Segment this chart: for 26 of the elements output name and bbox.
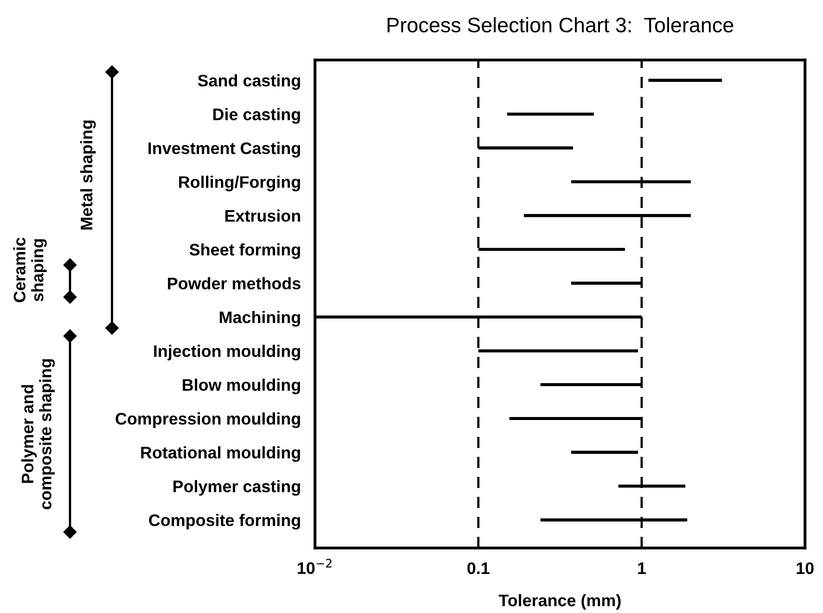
x-tick-label: 0.1 — [467, 562, 490, 574]
chart-title: Process Selection Chart 3: Tolerance — [388, 17, 734, 32]
y-tick-label: Sand casting — [198, 74, 300, 90]
x-tick-label: 10 — [796, 562, 814, 574]
bar — [648, 78, 722, 82]
x-axis-title: Tolerance (mm) — [498, 594, 621, 610]
y-tick-label: Machining — [220, 310, 300, 327]
y-tick-label: Injection moulding — [154, 344, 300, 360]
bar — [571, 450, 638, 454]
y-tick-label: Blow moulding — [182, 378, 300, 394]
text: Polymer and composite shaping — [21, 359, 55, 510]
y-tick-label: Extrusion — [225, 210, 300, 222]
x-tick-label: 10$^{−2}$ — [298, 558, 332, 574]
y-tick-label: Rotational moulding — [141, 446, 300, 462]
text: Metal shaping — [80, 120, 96, 230]
y-tick-label: Die casting — [213, 108, 300, 124]
y-tick-label: Rolling/Forging — [179, 176, 300, 192]
y-tick-label: Polymer casting — [173, 480, 300, 496]
y-tick-label: Compression moulding — [116, 412, 300, 428]
y-tick-label: Sheet forming — [190, 243, 300, 259]
x-tick-label: 1 — [638, 562, 646, 574]
text: Ceramic shaping — [13, 238, 47, 302]
y-tick-label: Composite forming — [149, 514, 300, 530]
bar — [507, 112, 594, 116]
y-tick-label: Powder methods — [168, 277, 300, 290]
y-tick-label: Investment Casting — [148, 142, 300, 158]
